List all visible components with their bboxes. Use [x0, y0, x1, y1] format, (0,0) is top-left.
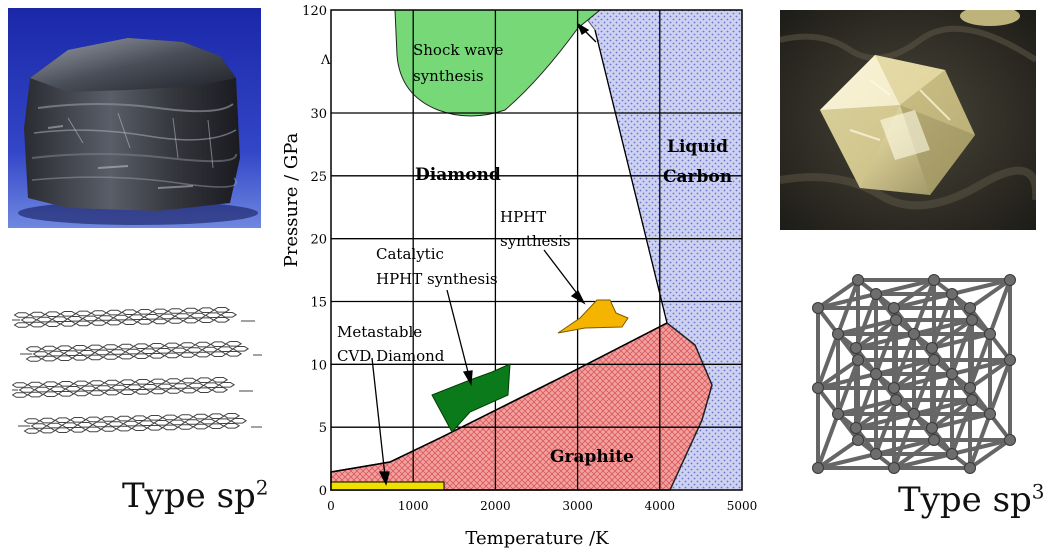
y-tick-label: 5	[319, 421, 327, 436]
axis-break-marker: Λ	[320, 53, 331, 68]
hpht-region	[557, 299, 629, 334]
x-tick-label: 5000	[727, 499, 758, 513]
shock-wave-label-line2: synthesis	[413, 67, 484, 85]
hpht-label-line2: synthesis	[500, 232, 571, 250]
x-tick-label: 4000	[645, 499, 676, 513]
type-sp2-text: Type sp	[122, 476, 256, 516]
type-sp3-label: Type sp3	[898, 480, 1045, 520]
y-axis-tick-labels: 0 5 10 15 20 25 30 120	[302, 4, 327, 499]
shock-wave-region	[394, 9, 602, 117]
graphene-sheet	[18, 413, 265, 434]
shock-wave-label-line1: Shock wave	[413, 41, 503, 59]
type-sp2-superscript: 2	[255, 475, 269, 500]
diamond-region-label: Diamond	[415, 165, 501, 185]
carbon-bonds	[816, 278, 1012, 470]
liquid-carbon-label-line1: Liquid	[667, 137, 728, 157]
graphene-sheet	[6, 377, 253, 398]
y-tick-label: 10	[310, 358, 327, 373]
y-axis-label: Pressure / GPa	[281, 132, 302, 267]
liquid-carbon-label-line2: Carbon	[663, 167, 732, 187]
diamond-lattice-structure	[788, 258, 1028, 488]
y-tick-label: 15	[310, 296, 327, 311]
cvd-label-line1: Metastable	[337, 323, 422, 341]
graphene-sheet	[20, 341, 267, 362]
diamond-graphite-boundary	[330, 322, 668, 473]
y-tick-label: 0	[319, 484, 327, 499]
y-tick-label: 20	[310, 233, 327, 248]
carbon-phase-diagram: Λ 0 1000 2000 3000 4000 5000 0 5 10 15 20 25 30 120 …	[270, 0, 780, 554]
graphite-layer-structure	[6, 295, 267, 455]
catalytic-label-line2: HPHT synthesis	[376, 270, 498, 288]
cvd-label-line2: CVD Diamond	[337, 347, 445, 365]
plot-frame	[330, 9, 743, 491]
graphene-sheet	[8, 307, 255, 328]
gridlines	[331, 10, 742, 490]
annotation-arrows	[371, 22, 597, 486]
rough-diamond-photo	[780, 10, 1036, 230]
melting-line	[594, 29, 668, 324]
type-sp3-superscript: 3	[1031, 479, 1045, 504]
x-axis-tick-labels: 0 1000 2000 3000 4000 5000	[327, 499, 757, 513]
x-tick-label: 1000	[398, 499, 429, 513]
hpht-label-line1: HPHT	[500, 208, 546, 226]
graphite-region-label: Graphite	[550, 447, 634, 467]
x-tick-label: 0	[327, 499, 335, 513]
x-tick-label: 3000	[562, 499, 593, 513]
carbon-atoms	[812, 274, 1016, 474]
y-tick-label: 120	[302, 4, 327, 19]
cvd-region	[330, 481, 445, 491]
y-tick-label: 30	[310, 107, 327, 122]
x-axis-label: Temperature /K	[465, 528, 609, 549]
graphite-photo	[8, 8, 261, 228]
type-sp3-text: Type sp	[898, 480, 1032, 520]
x-tick-label: 2000	[480, 499, 511, 513]
catalytic-hpht-region	[431, 363, 511, 433]
y-tick-label: 25	[310, 170, 327, 185]
catalytic-label-line1: Catalytic	[376, 245, 444, 263]
type-sp2-label: Type sp2	[122, 476, 269, 516]
